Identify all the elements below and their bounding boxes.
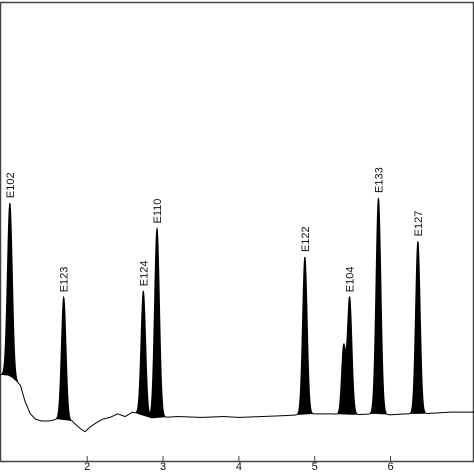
peak-label-e124: E124 xyxy=(138,260,150,286)
peak-e133 xyxy=(370,197,387,415)
peak-label-e110: E110 xyxy=(152,199,164,224)
chromatogram-trace xyxy=(0,197,474,433)
peak-fills xyxy=(2,197,426,421)
peak-labels: E102 E123 E124 E110 E122 E104 E133 E127 xyxy=(5,167,425,292)
peak-e123 xyxy=(56,297,71,421)
plot-frame xyxy=(0,1,474,463)
peak-label-e122: E122 xyxy=(300,226,312,252)
x-tick-label: 6 xyxy=(388,461,394,473)
x-tick-label: 4 xyxy=(236,461,242,473)
peak-e110 xyxy=(149,228,165,419)
peak-e122 xyxy=(297,257,313,415)
peak-e104 xyxy=(342,296,357,415)
peak-label-e102: E102 xyxy=(5,172,17,198)
x-tick-label: 5 xyxy=(312,461,318,473)
peak-label-e127: E127 xyxy=(413,211,425,237)
x-tick-label: 3 xyxy=(160,461,166,473)
peak-label-e133: E133 xyxy=(373,167,385,193)
x-tick-label: 2 xyxy=(84,461,90,473)
peak-label-e104: E104 xyxy=(345,267,357,293)
x-axis-ticks: 2 3 4 5 6 xyxy=(84,456,394,473)
peak-label-e123: E123 xyxy=(59,267,71,293)
peak-e127 xyxy=(410,241,426,414)
